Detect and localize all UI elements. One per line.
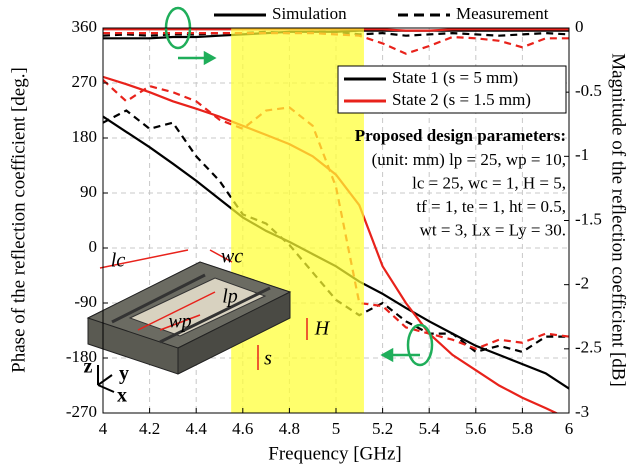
x-tick-label: 5.4 bbox=[419, 419, 441, 438]
inset-label: s bbox=[264, 348, 272, 370]
y-tick-label: 360 bbox=[72, 17, 98, 36]
annotation-line: wt = 3, Lx = Ly = 30. bbox=[420, 220, 566, 239]
x-tick-label: 6 bbox=[565, 419, 574, 438]
y-tick-label: -180 bbox=[66, 347, 97, 366]
legend-label: Simulation bbox=[272, 4, 347, 23]
legend-label: State 2 (s = 1.5 mm) bbox=[392, 90, 531, 109]
annotation-title: Proposed design parameters: bbox=[355, 126, 566, 145]
x-axis-title: Frequency [GHz] bbox=[268, 443, 401, 464]
inset-label: x bbox=[117, 385, 127, 407]
y-tick-label: 180 bbox=[72, 127, 98, 146]
x-tick-label: 4 bbox=[99, 419, 108, 438]
annotation-line: lc = 25, wc = 1, H = 5, bbox=[412, 173, 566, 192]
x-tick-label: 5.2 bbox=[372, 419, 393, 438]
y2-tick-label: -1.5 bbox=[575, 209, 602, 228]
y2-tick-label: -0.5 bbox=[575, 81, 602, 100]
inset-label: lp bbox=[222, 286, 238, 308]
y-tick-label: 270 bbox=[72, 72, 98, 91]
chart: lcwclpwpHszyx 44.24.44.64.855.25.45.65.8… bbox=[0, 0, 631, 475]
x-tick-label: 5 bbox=[332, 419, 341, 438]
y2-tick-label: -1 bbox=[575, 145, 589, 164]
y2-axis-title: Magnitude of the reflection coefficient … bbox=[608, 53, 629, 387]
x-tick-label: 4.2 bbox=[139, 419, 160, 438]
x-tick-label: 4.6 bbox=[232, 419, 253, 438]
inset-label: H bbox=[314, 318, 331, 340]
x-tick-label: 5.6 bbox=[465, 419, 486, 438]
inset-label: wc bbox=[221, 246, 243, 268]
y-tick-label: 90 bbox=[80, 182, 97, 201]
inset-label: wp bbox=[168, 311, 191, 333]
annotation-line: tf = 1, te = 1, ht = 0.5, bbox=[416, 197, 566, 216]
legend-label: Measurement bbox=[456, 4, 549, 23]
annotation-line: (unit: mm) lp = 25, wp = 10, bbox=[372, 150, 566, 169]
y2-tick-label: -3 bbox=[575, 402, 589, 421]
y2-tick-label: 0 bbox=[575, 17, 584, 36]
x-tick-label: 4.8 bbox=[279, 419, 300, 438]
legend-label: State 1 (s = 5 mm) bbox=[392, 68, 518, 87]
y-tick-label: -270 bbox=[66, 402, 97, 421]
y-axis-title: Phase of the reflection coefficient [deg… bbox=[8, 67, 29, 373]
inset-label: y bbox=[119, 363, 129, 385]
y2-tick-label: -2 bbox=[575, 274, 589, 293]
y-tick-label: 0 bbox=[89, 237, 98, 256]
inset-label: lc bbox=[111, 250, 126, 272]
x-tick-label: 4.4 bbox=[186, 419, 208, 438]
y2-tick-label: -2.5 bbox=[575, 338, 602, 357]
y-tick-label: -90 bbox=[74, 292, 97, 311]
x-tick-label: 5.8 bbox=[512, 419, 533, 438]
